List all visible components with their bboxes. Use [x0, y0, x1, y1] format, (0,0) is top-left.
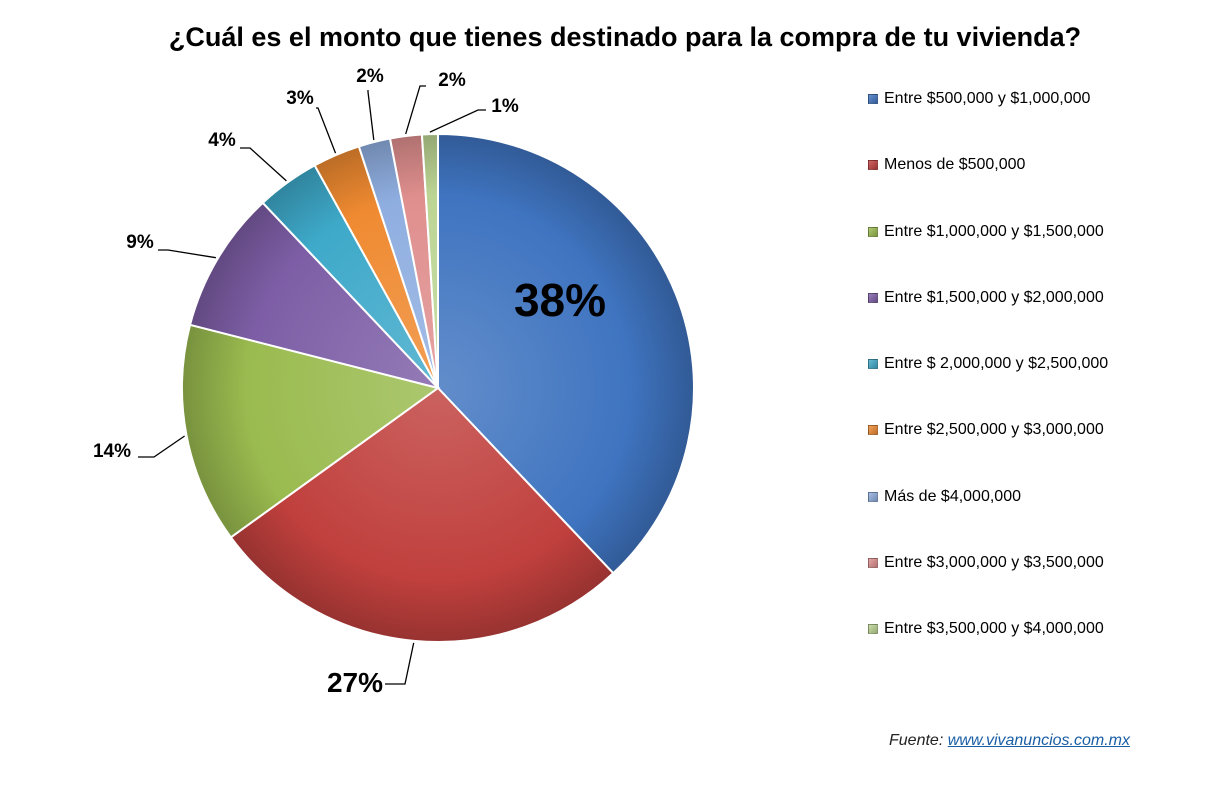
legend-label: Entre $1,500,000 y $2,000,000 [884, 288, 1104, 306]
legend-label: Más de $4,000,000 [884, 487, 1021, 505]
legend-item: Entre $1,500,000 y $2,000,000 [868, 289, 1108, 355]
pie-slice [188, 201, 442, 390]
slice-percent-label: 2% [438, 70, 466, 91]
pie-slice [420, 132, 439, 389]
legend-swatch [868, 292, 878, 303]
pie-slice [229, 386, 615, 643]
legend-label: Entre $1,000,000 y $1,500,000 [884, 222, 1104, 240]
slice-percent-label: 3% [286, 88, 314, 109]
slice-percent-label: 38% [514, 274, 606, 326]
legend: Entre $500,000 y $1,000,000 Menos de $500… [868, 90, 1108, 687]
slice-percent-label: 9% [126, 232, 154, 253]
leader-line [158, 249, 217, 259]
legend-swatch [868, 491, 878, 502]
legend-label: Entre $3,500,000 y $4,000,000 [884, 620, 1104, 638]
legend-item: Entre $1,000,000 y $1,500,000 [868, 223, 1108, 289]
slice-percent-label: 1% [491, 96, 519, 117]
legend-swatch [868, 160, 878, 171]
leader-line [385, 642, 415, 685]
legend-swatch [868, 558, 878, 569]
legend-swatch [868, 425, 878, 436]
legend-item: Entre $3,500,000 y $4,000,000 [868, 620, 1108, 686]
slice-percent-label: 27% [327, 667, 383, 698]
leader-line [240, 147, 287, 182]
legend-swatch [868, 94, 878, 104]
chart-title: ¿Cuál es el monto que tienes destinado p… [168, 22, 1082, 52]
pie-slice [181, 323, 441, 539]
slice-percent-label: 2% [356, 66, 384, 87]
legend-label: Menos de $500,000 [884, 156, 1026, 174]
legend-swatch [868, 624, 878, 635]
slice-percent-label: 14% [93, 441, 131, 462]
legend-label: Entre $500,000 y $1,000,000 [884, 90, 1091, 107]
legend-item: Entre $ 2,000,000 y $2,500,000 [868, 355, 1108, 421]
legend-item: Entre $2,500,000 y $3,000,000 [868, 421, 1108, 487]
source-link[interactable]: www.vivanuncios.com.mx [947, 732, 1130, 749]
legend-item: Más de $4,000,000 [868, 488, 1108, 554]
leader-line [405, 85, 426, 135]
legend-swatch [868, 226, 878, 237]
legend-label: Entre $3,000,000 y $3,500,000 [884, 554, 1104, 572]
legend-swatch [868, 359, 878, 370]
source-note: Fuente: www.vivanuncios.com.mx [889, 732, 1130, 750]
source-label: Fuente: [889, 732, 944, 749]
leader-line [367, 90, 375, 141]
leader-line [316, 107, 337, 154]
legend-item: Menos de $500,000 [868, 156, 1108, 222]
leader-line [429, 109, 486, 133]
legend-item: Entre $500,000 y $1,000,000 [868, 90, 1108, 156]
pie-slice [437, 132, 695, 575]
legend-label: Entre $2,500,000 y $3,000,000 [884, 421, 1104, 439]
legend-label: Entre $ 2,000,000 y $2,500,000 [884, 355, 1109, 373]
legend-item: Entre $3,000,000 y $3,500,000 [868, 554, 1108, 620]
leader-line [138, 435, 185, 458]
slice-percent-label: 4% [208, 130, 236, 151]
